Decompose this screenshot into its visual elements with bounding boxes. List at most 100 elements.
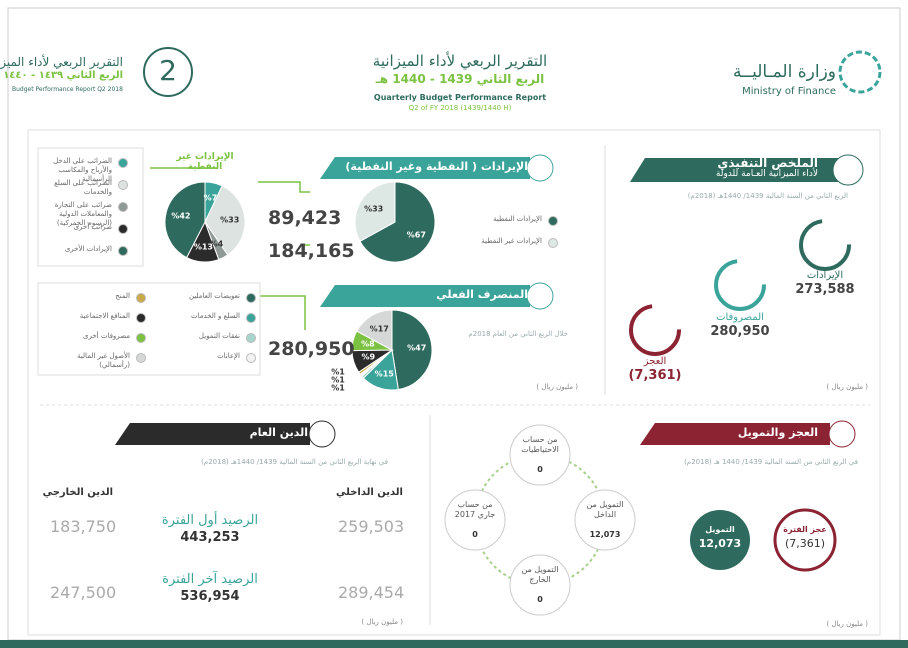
value: 89,423 xyxy=(268,207,342,229)
center-title: التقرير الربعي لأداء الميزانية xyxy=(372,52,548,70)
note: في نهاية الربع الثاني من السنة المالية 1… xyxy=(201,458,388,466)
node xyxy=(509,424,571,486)
pie-label: %33 xyxy=(220,215,240,225)
column-header: الدين الداخلي xyxy=(336,487,403,498)
node xyxy=(574,489,636,551)
icon xyxy=(526,154,554,182)
node-label: من حساب جاري 2017 xyxy=(454,500,496,519)
legend-label: الضرائب على الدخل والأرباح والمكاسب الرأ… xyxy=(53,157,112,183)
circle xyxy=(690,510,750,570)
circle xyxy=(773,508,837,572)
ministry-english: Ministry of Finance xyxy=(742,86,836,97)
connector xyxy=(260,295,306,330)
node-label: التمويل من الداخل xyxy=(586,500,624,519)
legend-label: مصروفات أخرى xyxy=(83,332,130,340)
pie-label: %1 xyxy=(331,367,345,377)
badge: 2 xyxy=(159,54,177,87)
node-value: 12,073 xyxy=(589,530,621,539)
center-english-sub: Q2 of FY 2018 (1439/1440 H) xyxy=(408,104,512,112)
row-label: الرصيد آخر الفترة xyxy=(162,572,258,587)
pie-label: %17 xyxy=(369,324,389,334)
badge-ring xyxy=(143,47,193,97)
ring xyxy=(629,304,681,356)
node-value: 0 xyxy=(537,595,543,604)
unit: ( مليون ريال ) xyxy=(361,618,403,626)
legend-dot xyxy=(136,353,146,363)
legend-dot xyxy=(548,216,558,226)
ministry: وزارة المـاليــة xyxy=(733,62,836,82)
value: 273,588 xyxy=(795,282,855,297)
pie-slice xyxy=(204,185,246,256)
pie-label: %1 xyxy=(331,383,345,393)
domestic-value: 259,503 xyxy=(338,517,405,536)
legend-box xyxy=(37,147,144,267)
header-title: التقرير الربعي لأداء الميزانية xyxy=(0,55,123,69)
value: 184,165 xyxy=(268,240,355,262)
section-title: الملخص التنفيذي xyxy=(717,156,818,170)
panel xyxy=(27,129,881,636)
pie-slice xyxy=(356,309,393,351)
legend-box xyxy=(37,282,261,376)
label: عجز الفترة xyxy=(783,525,827,534)
node-value: 0 xyxy=(537,465,543,474)
pie-label: %9 xyxy=(361,352,376,362)
note: خلال الربع الثاني من العام 2018م xyxy=(468,330,568,338)
label: المصروفات xyxy=(716,312,764,323)
pie-slice xyxy=(354,181,396,242)
legend-label: ضرائب أخرى xyxy=(73,223,112,231)
legend-dot xyxy=(246,353,256,363)
footer-bar xyxy=(0,640,908,648)
pie-label: %13 xyxy=(193,242,213,252)
legend-label: المنح xyxy=(115,292,130,300)
section-subtitle: لأداء الميزانية العـامة للدولة xyxy=(715,169,818,179)
legend-label: ضرائب على التجارة والمعاملات الدولية (ال… xyxy=(54,201,112,227)
ring xyxy=(714,259,766,311)
total: 443,253 xyxy=(180,530,240,545)
title-bar xyxy=(640,423,830,445)
legend-dot xyxy=(118,158,128,168)
legend-dot xyxy=(136,313,146,323)
note: الربع الثاني من السنة المالية 1439/ 1440… xyxy=(687,192,848,200)
legend-label: نفقات التمويل xyxy=(198,332,240,340)
external-value: 247,500 xyxy=(50,583,117,602)
column-header: الدين الخارجي xyxy=(42,487,113,498)
node xyxy=(509,554,571,616)
legend-dot xyxy=(136,333,146,343)
pie-slice xyxy=(164,181,206,259)
node xyxy=(444,489,506,551)
pie-slice xyxy=(391,309,433,391)
center-english: Quarterly Budget Performance Report xyxy=(373,93,547,102)
section-title: الدين العام xyxy=(249,426,308,439)
unit: ( مليون ريال ) xyxy=(536,383,578,391)
section-title: الإيرادات ( النفطية وغير النفطية) xyxy=(345,160,528,173)
title-bar xyxy=(320,157,530,179)
legend-label: السلع و الخدمات xyxy=(191,312,240,320)
pie-label: %7 xyxy=(203,193,218,203)
title-bar xyxy=(320,285,530,307)
title-bar xyxy=(115,423,310,445)
legend-dot xyxy=(118,224,128,234)
logo xyxy=(838,50,882,94)
connector xyxy=(258,181,310,193)
legend-label: الإيرادات الأخرى xyxy=(64,245,112,253)
legend-label: الأصول غير المالية (رأسمالي) xyxy=(77,352,130,369)
pie-label: %67 xyxy=(406,230,426,240)
legend-dot xyxy=(136,293,146,303)
legend-label: الإيرادات غير النفطية xyxy=(481,237,542,245)
value: 280,950 xyxy=(268,338,355,360)
pie-slice xyxy=(359,181,436,263)
section-title: العجز والتمويل xyxy=(737,426,818,439)
title-bar xyxy=(630,158,845,182)
value: 12,073 xyxy=(698,537,742,550)
icon xyxy=(828,420,856,448)
node-label: التمويل من الخارج xyxy=(521,565,559,584)
legend-dot xyxy=(246,293,256,303)
value: (7,361) xyxy=(784,537,826,550)
label: العجز xyxy=(643,356,667,367)
total: 536,954 xyxy=(180,589,240,604)
legend-dot xyxy=(548,238,558,248)
legend-dot xyxy=(246,313,256,323)
section-title: المنصرف الفعلي xyxy=(436,288,528,301)
